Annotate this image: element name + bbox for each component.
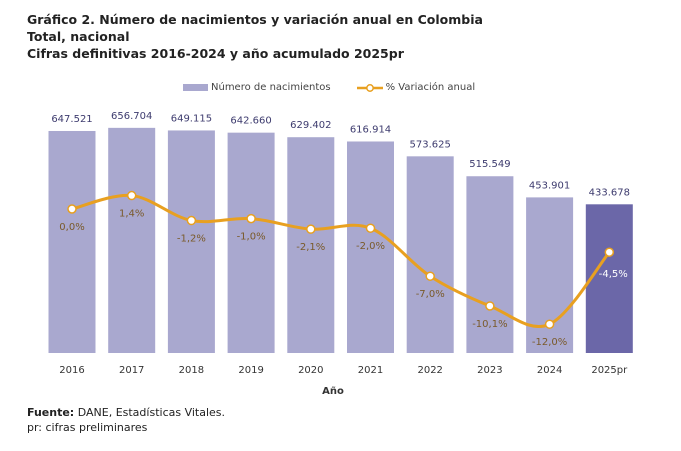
- bar: [347, 141, 394, 353]
- bar: [227, 132, 275, 353]
- title-line-1: Gráfico 2. Número de nacimientos y varia…: [27, 12, 483, 27]
- variation-point: [604, 247, 615, 257]
- legend: Número de nacimientos % Variación anual: [183, 82, 475, 93]
- variation-label: -2,0%: [356, 241, 385, 252]
- variation-label: -7,0%: [416, 289, 445, 300]
- legend-item-variation: % Variación anual: [356, 82, 476, 93]
- x-tick-label: 2019: [238, 365, 263, 376]
- legend-label: % Variación anual: [385, 82, 476, 93]
- source-text: DANE, Estadísticas Vitales.: [74, 406, 226, 419]
- variation-label: -10,1%: [472, 319, 507, 330]
- variation-point: [67, 204, 77, 214]
- source-label: Fuente:: [27, 406, 75, 419]
- variation-line: [71, 193, 611, 328]
- legend-label: Número de nacimientos: [211, 82, 331, 93]
- bar: [167, 130, 215, 353]
- variation-point: [425, 271, 435, 281]
- legend-line-swatch: [356, 83, 383, 92]
- variation-point: [544, 319, 555, 329]
- x-tick-label: 2018: [179, 365, 204, 376]
- bar-value-label: 433.678: [589, 187, 630, 198]
- bar-value-label: 649.115: [171, 113, 212, 124]
- legend-item-births: Número de nacimientos: [183, 82, 331, 93]
- variation-point: [365, 223, 376, 233]
- variation-label: -1,0%: [237, 232, 266, 243]
- variation-point: [246, 213, 256, 224]
- x-tick-label: 2020: [298, 365, 323, 376]
- variation-point: [126, 190, 137, 201]
- bar-value-label: 453.901: [529, 180, 570, 191]
- bar-value-label: 647.521: [51, 114, 92, 125]
- bar-value-label: 616.914: [350, 124, 391, 135]
- x-tick-label: 2023: [477, 365, 502, 376]
- bar: [108, 127, 156, 353]
- footer: Fuente: DANE, Estadísticas Vitales. pr: …: [27, 405, 225, 435]
- bar-value-label: 515.549: [469, 159, 510, 170]
- bar: [526, 197, 574, 353]
- x-tick-label: 2017: [119, 365, 144, 376]
- x-axis-title: Año: [322, 386, 344, 397]
- x-tick-label: 2024: [537, 365, 562, 376]
- bar: [466, 176, 514, 353]
- variation-point: [485, 301, 495, 311]
- legend-bar-swatch: [183, 84, 208, 91]
- bar: [406, 156, 454, 353]
- variation-label: 0,0%: [59, 222, 84, 233]
- x-tick-label: 2016: [59, 365, 84, 376]
- variation-label: -12,0%: [532, 337, 567, 348]
- variation-label: -1,2%: [177, 234, 206, 245]
- variation-label: -2,1%: [296, 242, 325, 253]
- variation-label: 1,4%: [119, 209, 144, 220]
- variation-point: [186, 215, 197, 226]
- x-tick-label: 2025pr: [591, 365, 628, 376]
- x-tick-label: 2021: [358, 365, 383, 376]
- bar-value-label: 629.402: [290, 120, 331, 131]
- chart-title: Gráfico 2. Número de nacimientos y varia…: [27, 11, 483, 62]
- bar: [585, 204, 633, 353]
- bar-value-label: 656.704: [111, 111, 152, 122]
- bar-value-label: 573.625: [410, 139, 451, 150]
- bar: [48, 130, 96, 353]
- bar: [287, 137, 335, 353]
- bar-value-label: 642.660: [230, 116, 271, 127]
- footnote: pr: cifras preliminares: [27, 421, 148, 434]
- title-line-2: Total, nacional: [27, 29, 130, 44]
- x-tick-label: 2022: [417, 365, 442, 376]
- title-line-3: Cifras definitivas 2016-2024 y año acumu…: [27, 46, 404, 61]
- variation-point: [306, 224, 316, 234]
- variation-label: -4,5%: [599, 269, 628, 280]
